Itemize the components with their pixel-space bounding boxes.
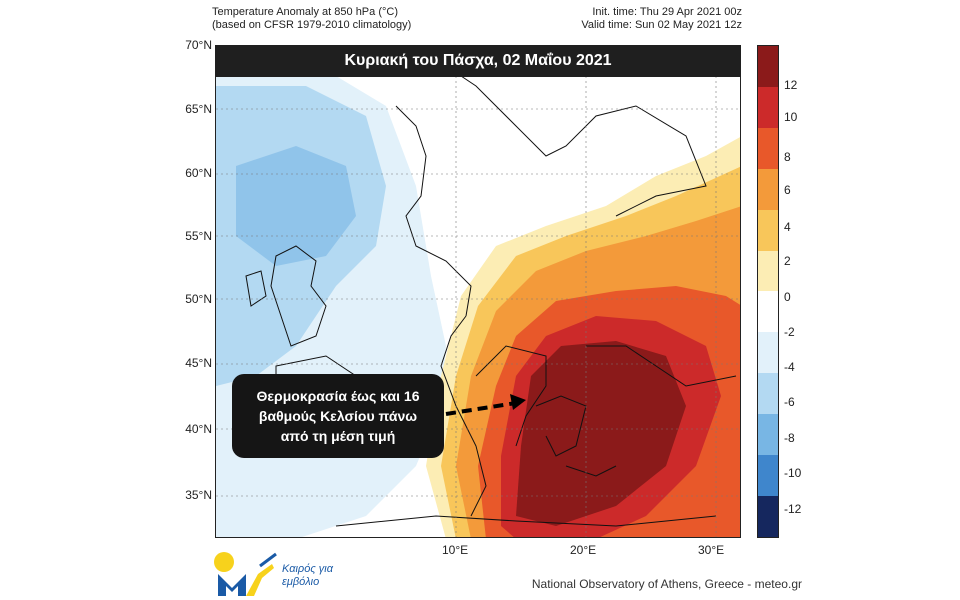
colorbar-swatch (758, 455, 778, 496)
colorbar-swatch (758, 414, 778, 456)
colorbar-label: -10 (784, 466, 802, 480)
colorbar-swatch (758, 332, 778, 374)
anomaly-map-svg (216, 46, 740, 537)
lat-label: 40°N (185, 422, 212, 436)
vaccine-logo-icon (214, 552, 277, 596)
colorbar-swatch (758, 127, 778, 169)
colorbar-swatch (758, 495, 778, 537)
colorbar-label: -4 (784, 360, 795, 374)
lon-label: 30°E (698, 543, 725, 557)
colorbar-swatch (758, 250, 778, 292)
callout-line3: από τη μέση τιμή (280, 428, 396, 444)
lat-label: 50°N (185, 292, 212, 306)
callout-line2: βαθμούς Κελσίου πάνω (258, 408, 418, 424)
colorbar-label: 10 (784, 110, 798, 124)
anomaly-map (215, 45, 741, 538)
callout-line1: Θερμοκρασία έως και 16 (256, 388, 420, 404)
init-time: Init. time: Thu 29 Apr 2021 00z (592, 6, 742, 18)
callout-arrow (445, 394, 526, 416)
colorbar-label: 4 (784, 220, 791, 234)
colorbar-label: 0 (784, 290, 791, 304)
colorbar-label: 12 (784, 78, 798, 92)
lon-label: 20°E (570, 543, 597, 557)
colorbar-label: -2 (784, 325, 795, 339)
colorbar-label: 8 (784, 150, 791, 164)
colorbar-label: -6 (784, 395, 795, 409)
annotation-callout: Θερμοκρασία έως και 16 βαθμούς Κελσίου π… (232, 374, 444, 458)
title-banner: Κυριακή του Πάσχα, 02 Μαΐου 2021 (215, 45, 741, 77)
colorbar-swatch (758, 168, 778, 210)
colorbar-label: -12 (784, 502, 802, 516)
lat-label: 55°N (185, 229, 212, 243)
lon-label: 10°E (442, 543, 469, 557)
lat-label: 70°N (185, 38, 212, 52)
map-title-line2: (based on CFSR 1979-2010 climatology) (212, 19, 412, 31)
colorbar-swatch (758, 209, 778, 251)
logo-text-line1: Καιρός για (282, 563, 333, 575)
colorbar-swatch (758, 86, 778, 128)
colorbar (757, 45, 779, 538)
lat-label: 60°N (185, 166, 212, 180)
colorbar-swatch (758, 291, 778, 333)
colorbar-label: 6 (784, 183, 791, 197)
lat-label: 35°N (185, 488, 212, 502)
footer-credit: National Observatory of Athens, Greece -… (531, 577, 802, 591)
colorbar-label: 2 (784, 254, 791, 268)
colorbar-swatch (758, 46, 778, 87)
logo-text: Καιρός για εμβόλιο (282, 563, 333, 589)
map-title: Temperature Anomaly at 850 hPa (°C) (bas… (212, 6, 411, 32)
time-info: Init. time: Thu 29 Apr 2021 00z Valid ti… (581, 6, 742, 32)
logo-text-line2: εμβόλιο (282, 576, 320, 588)
colorbar-swatch (758, 373, 778, 415)
valid-time: Valid time: Sun 02 May 2021 12z (581, 19, 742, 31)
map-title-line1: Temperature Anomaly at 850 hPa (°C) (212, 6, 398, 18)
colorbar-label: -8 (784, 431, 795, 445)
lat-label: 45°N (185, 356, 212, 370)
lat-label: 65°N (185, 102, 212, 116)
